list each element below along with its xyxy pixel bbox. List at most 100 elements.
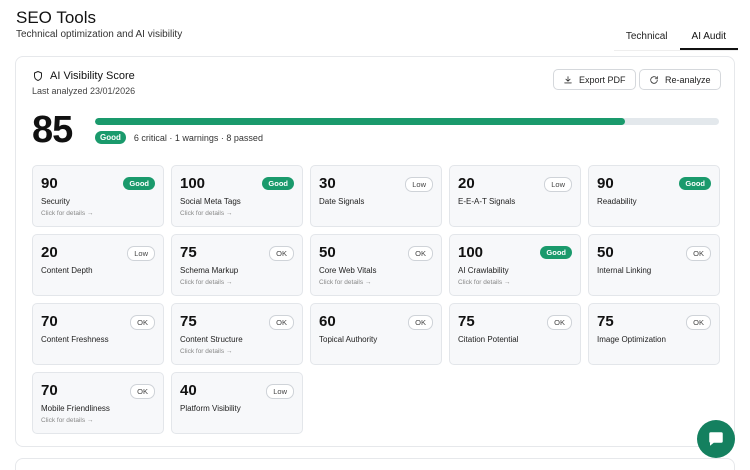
metric-card[interactable]: 90 Good Security Click for details → xyxy=(32,165,164,227)
metric-card[interactable]: 100 Good AI Crawlability Click for details … xyxy=(449,234,581,296)
metric-status-badge: OK xyxy=(686,246,711,261)
export-pdf-label: Export PDF xyxy=(579,74,626,85)
metric-label: AI Crawlability xyxy=(458,266,509,275)
refresh-icon xyxy=(650,75,658,84)
metric-details-link[interactable]: Click for details → xyxy=(458,279,511,286)
secondary-card xyxy=(15,458,735,470)
page-subtitle: Technical optimization and AI visibility xyxy=(16,29,183,40)
metric-score: 40 xyxy=(180,382,197,399)
metric-status-badge: OK xyxy=(130,315,155,330)
page-title: SEO Tools xyxy=(16,8,97,27)
metric-score: 70 xyxy=(41,313,58,330)
metric-status-badge: OK xyxy=(408,315,433,330)
metric-card[interactable]: 50 OK Internal Linking xyxy=(588,234,720,296)
metric-status-badge: Low xyxy=(544,177,572,192)
metric-label: Content Freshness xyxy=(41,335,109,344)
ai-visibility-card: AI Visibility Score Last analyzed 23/01/… xyxy=(15,56,735,447)
metric-card[interactable]: 70 OK Content Freshness xyxy=(32,303,164,365)
issues-summary: 6 critical · 1 warnings · 8 passed xyxy=(133,132,263,143)
tab-ai-audit[interactable]: AI Audit xyxy=(679,25,738,50)
metric-status-badge: OK xyxy=(269,246,294,261)
metric-score: 75 xyxy=(458,313,475,330)
card-title: AI Visibility Score xyxy=(50,70,135,82)
score-progress-fill xyxy=(95,118,626,125)
metric-score: 70 xyxy=(41,382,58,399)
metric-status-badge: Low xyxy=(127,246,155,261)
metric-card[interactable]: 20 Low E-E-A-T Signals xyxy=(449,165,581,227)
metric-score: 50 xyxy=(319,244,336,261)
metric-card[interactable]: 20 Low Content Depth xyxy=(32,234,164,296)
metric-label: Date Signals xyxy=(319,197,365,206)
metric-label: Schema Markup xyxy=(180,266,239,275)
metric-card[interactable]: 40 Low Platform Visibility xyxy=(171,372,303,434)
metric-details-link[interactable]: Click for details → xyxy=(319,279,372,286)
tab-technical[interactable]: Technical xyxy=(625,31,668,42)
metric-details-link[interactable]: Click for details → xyxy=(180,279,233,286)
metric-label: Citation Potential xyxy=(458,335,519,344)
status-badge: Good xyxy=(95,131,126,144)
metric-card[interactable]: 90 Good Readability xyxy=(588,165,720,227)
metric-label: Topical Authority xyxy=(319,335,378,344)
metric-score: 50 xyxy=(597,244,614,261)
metric-details-link[interactable]: Click for details → xyxy=(41,210,94,217)
metric-score: 100 xyxy=(180,175,206,192)
metric-score: 100 xyxy=(458,244,484,261)
metric-score: 30 xyxy=(319,175,336,192)
metric-label: Image Optimization xyxy=(597,335,666,344)
metric-label: Content Depth xyxy=(41,266,93,275)
metric-status-badge: Low xyxy=(405,177,433,192)
metric-status-badge: Good xyxy=(123,177,155,190)
status-row: Good 6 critical · 1 warnings · 8 passed xyxy=(95,131,263,144)
card-header: AI Visibility Score xyxy=(32,70,135,82)
tab-bar: Technical AI Audit xyxy=(613,25,738,51)
metric-details-link[interactable]: Click for details → xyxy=(180,348,233,355)
reanalyze-label: Re-analyze xyxy=(665,74,711,85)
reanalyze-button[interactable]: Re-analyze xyxy=(639,69,721,90)
metric-label: Readability xyxy=(597,197,637,206)
metric-label: Security xyxy=(41,197,70,206)
metric-status-badge: OK xyxy=(269,315,294,330)
metric-card[interactable]: 75 OK Schema Markup Click for details → xyxy=(171,234,303,296)
metric-status-badge: Good xyxy=(262,177,294,190)
metric-score: 20 xyxy=(458,175,475,192)
metrics-grid: 90 Good Security Click for details → 100 Good… xyxy=(32,165,720,434)
metric-details-link[interactable]: Click for details → xyxy=(180,210,233,217)
metric-label: Internal Linking xyxy=(597,266,652,275)
score-progress-bar xyxy=(95,118,719,125)
metric-score: 90 xyxy=(597,175,614,192)
metric-score: 90 xyxy=(41,175,58,192)
chat-icon xyxy=(709,432,723,446)
metric-label: E-E-A-T Signals xyxy=(458,197,516,206)
metric-card[interactable]: 30 Low Date Signals xyxy=(310,165,442,227)
metric-label: Core Web Vitals xyxy=(319,266,377,275)
metric-card[interactable]: 75 OK Content Structure Click for details → xyxy=(171,303,303,365)
metric-card[interactable]: 50 OK Core Web Vitals Click for details → xyxy=(310,234,442,296)
metric-score: 75 xyxy=(597,313,614,330)
metric-label: Social Meta Tags xyxy=(180,197,241,206)
download-icon xyxy=(564,75,572,83)
metric-score: 20 xyxy=(41,244,58,261)
metric-status-badge: OK xyxy=(130,384,155,399)
overall-score: 85 xyxy=(32,109,73,151)
metric-card[interactable]: 100 Good Social Meta Tags Click for details… xyxy=(171,165,303,227)
metric-score: 60 xyxy=(319,313,336,330)
metric-label: Platform Visibility xyxy=(180,404,241,413)
metric-card[interactable]: 70 OK Mobile Friendliness Click for details… xyxy=(32,372,164,434)
metric-card[interactable]: 75 OK Image Optimization xyxy=(588,303,720,365)
metric-score: 75 xyxy=(180,244,197,261)
last-analyzed-text: Last analyzed 23/01/2026 xyxy=(32,86,136,96)
shield-icon xyxy=(34,71,42,81)
chat-button[interactable] xyxy=(697,420,735,458)
metric-label: Content Structure xyxy=(180,335,243,344)
metric-status-badge: OK xyxy=(686,315,711,330)
metric-status-badge: OK xyxy=(408,246,433,261)
metric-card[interactable]: 75 OK Citation Potential xyxy=(449,303,581,365)
metric-details-link[interactable]: Click for details → xyxy=(41,417,94,424)
export-pdf-button[interactable]: Export PDF xyxy=(553,69,636,90)
metric-label: Mobile Friendliness xyxy=(41,404,110,413)
metric-status-badge: OK xyxy=(547,315,572,330)
metric-status-badge: Low xyxy=(266,384,294,399)
metric-status-badge: Good xyxy=(540,246,572,259)
metric-card[interactable]: 60 OK Topical Authority xyxy=(310,303,442,365)
